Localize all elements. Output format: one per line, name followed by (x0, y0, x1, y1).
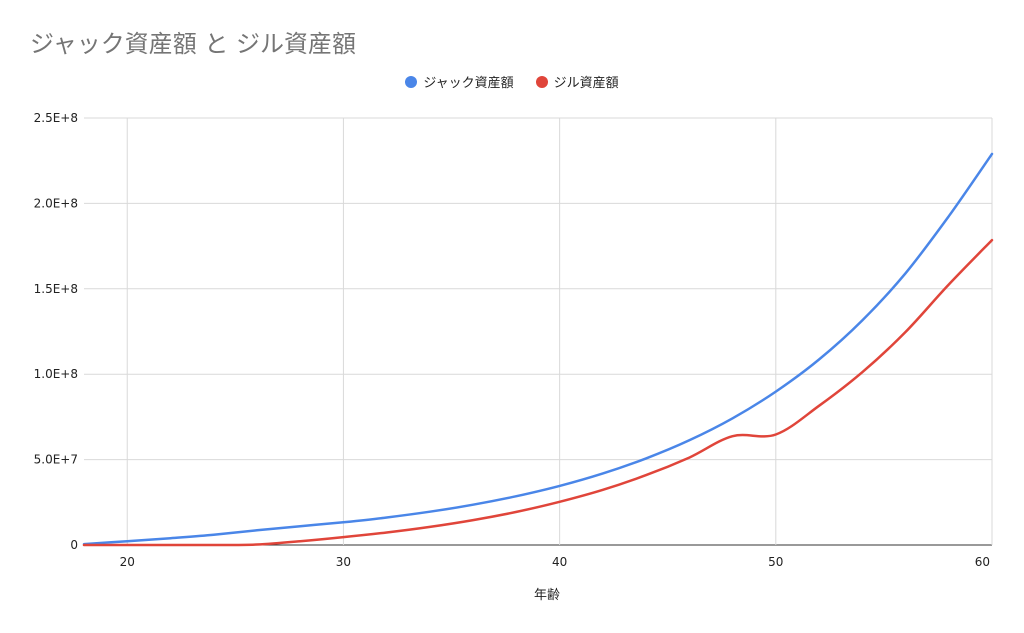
y-tick-label: 0 (70, 538, 78, 552)
legend-item-jack[interactable]: ジャック資産額 (405, 72, 514, 91)
x-tick-label: 40 (552, 555, 567, 569)
series-lines (82, 152, 994, 547)
y-tick-label: 1.0E+8 (34, 367, 78, 381)
y-tick-label: 2.0E+8 (34, 196, 78, 210)
y-tick-label: 5.0E+7 (34, 453, 78, 467)
x-axis-title: 年齢 (534, 588, 560, 603)
y-tick-label: 2.5E+8 (34, 111, 78, 125)
series-line-jack (82, 152, 994, 546)
gridlines (84, 117, 993, 546)
x-tick-label: 30 (336, 555, 351, 569)
legend-item-jill[interactable]: ジル資産額 (535, 72, 619, 91)
x-tick-label: 20 (120, 555, 135, 569)
y-tick-label: 1.5E+8 (34, 282, 78, 296)
legend-label-jack: ジャック資産額 (423, 76, 514, 91)
legend: ジャック資産額 ジル資産額 (0, 72, 1024, 91)
legend-label-jill: ジル資産額 (553, 76, 619, 91)
x-tick-label: 50 (768, 555, 783, 569)
x-tick-label: 60 (975, 555, 990, 569)
series-line-jill (82, 238, 994, 547)
tick-labels: 0 5.0E+7 1.0E+8 1.5E+8 2.0E+8 2.5E+8 20 30 40 50 6… (34, 111, 990, 569)
legend-swatch-jill (535, 75, 548, 88)
chart-title: ジャック資産額 と ジル資産額 (30, 30, 357, 58)
legend-swatch-jack (405, 75, 418, 88)
